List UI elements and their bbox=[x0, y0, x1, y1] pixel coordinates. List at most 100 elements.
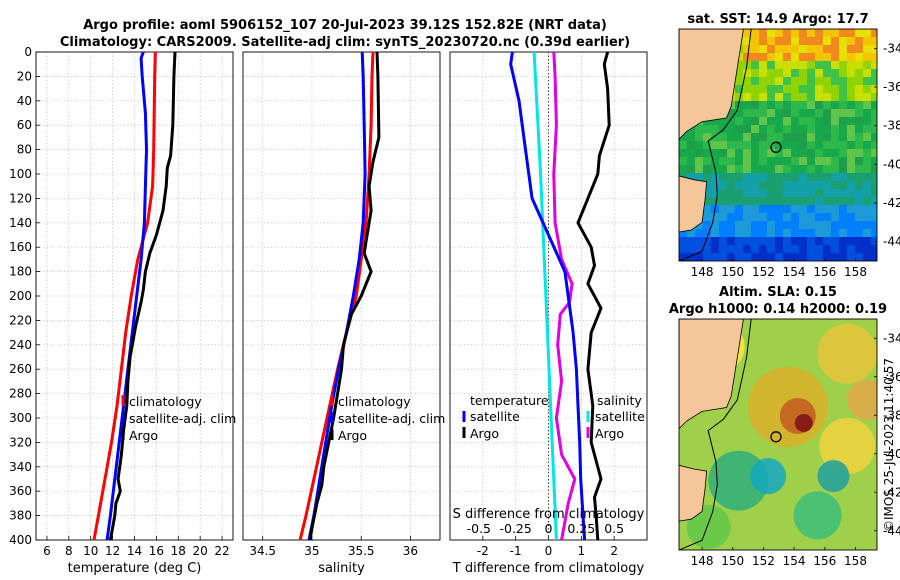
sst-map: -34 -36 -38 -40 -42 -44 148 150 152 154 156 158 bbox=[678, 28, 900, 279]
x-tick-label: 18 bbox=[171, 544, 186, 558]
lon-tick-label: 148 bbox=[691, 265, 714, 279]
s-series-argo bbox=[552, 51, 577, 541]
lon-tick-label: 158 bbox=[844, 265, 867, 279]
lon-tick-label: 150 bbox=[721, 554, 744, 568]
y-tick-label: 320 bbox=[9, 435, 32, 449]
x-tick-label: 0 bbox=[545, 544, 553, 558]
lat-tick-label: -42 bbox=[883, 485, 900, 499]
y-tick-label: 80 bbox=[17, 143, 32, 157]
y-tick-label: 0 bbox=[24, 45, 32, 59]
australia-mainland bbox=[679, 319, 744, 430]
legend-label: climatology bbox=[338, 394, 411, 409]
y-tick-label: 200 bbox=[9, 289, 32, 303]
panel-temperature: 6 8 10 12 14 16 18 20 22020406080100120140160180… bbox=[9, 45, 236, 576]
x-tick-label: 20 bbox=[193, 544, 208, 558]
y-tick-label: 360 bbox=[9, 484, 32, 498]
lon-tick-label: 154 bbox=[783, 265, 806, 279]
legend-label: satellite-adj. clim bbox=[129, 411, 236, 426]
australia-mainland bbox=[679, 29, 744, 140]
title-line-2: Climatology: CARS2009. Satellite-adj cli… bbox=[60, 35, 630, 50]
lat-tick-label: -38 bbox=[883, 408, 900, 422]
lon-tick-label: 152 bbox=[752, 265, 775, 279]
y-tick-label: 260 bbox=[9, 362, 32, 376]
y-tick-label: 400 bbox=[9, 533, 32, 547]
y-tick-label: 240 bbox=[9, 338, 32, 352]
map-frame bbox=[678, 28, 878, 262]
tasmania bbox=[679, 464, 708, 522]
y-tick-label: 100 bbox=[9, 167, 32, 181]
legend-label: Argo bbox=[470, 426, 499, 441]
map-frame bbox=[678, 318, 878, 551]
map-field bbox=[679, 29, 877, 261]
x-tick-label: -1 bbox=[510, 544, 522, 558]
lon-tick-label: 158 bbox=[844, 554, 867, 568]
panel-salinity: 34.5 35 35.5 36 salinity climatology satellite… bbox=[242, 51, 445, 576]
axes-frame bbox=[242, 51, 441, 541]
sla-anomaly bbox=[794, 413, 813, 432]
lat-tick-label: -36 bbox=[883, 370, 900, 384]
argo-position-marker bbox=[770, 431, 782, 443]
x-tick-label: 34.5 bbox=[249, 544, 276, 558]
legend-title-temperature: temperature bbox=[470, 393, 549, 408]
x2-tick-label: 0 bbox=[545, 521, 553, 536]
y-tick-label: 140 bbox=[9, 216, 32, 230]
x2-tick-label: 0.5 bbox=[604, 521, 624, 536]
y-tick-label: 340 bbox=[9, 460, 32, 474]
lon-tick-label: 148 bbox=[691, 554, 714, 568]
legend-label: Argo bbox=[129, 428, 158, 443]
lat-tick-label: -36 bbox=[883, 80, 900, 94]
legend-label: satellite bbox=[470, 409, 520, 424]
lon-tick-label: 150 bbox=[721, 265, 744, 279]
t-series-satellite bbox=[509, 51, 587, 541]
sla-anomaly bbox=[817, 323, 877, 384]
shelf-contour bbox=[679, 319, 752, 550]
y-tick-label: 120 bbox=[9, 191, 32, 205]
x-tick-label: 6 bbox=[43, 544, 51, 558]
y-tick-label: 300 bbox=[9, 411, 32, 425]
series-satellite-adj-clim bbox=[105, 51, 148, 541]
shelf-contour bbox=[679, 29, 752, 261]
lat-tick-label: -40 bbox=[883, 157, 900, 171]
x-tick-label: 1 bbox=[578, 544, 586, 558]
t-series-argo bbox=[576, 51, 611, 541]
x2-tick-label: -0.25 bbox=[499, 521, 531, 536]
x2-axis-label: S difference from climatology bbox=[453, 507, 645, 522]
y-tick-label: 380 bbox=[9, 509, 32, 523]
sla-map-title-1: Altim. SLA: 0.15 bbox=[719, 285, 837, 300]
sla-map: -34 -36 -38 -40 -42 -44 148 150 152 154 156 158 bbox=[678, 318, 900, 568]
series-argo bbox=[308, 51, 381, 541]
series-argo bbox=[108, 51, 177, 541]
series-climatology bbox=[92, 51, 157, 541]
argo-position-marker bbox=[770, 141, 782, 153]
x-tick-label: 14 bbox=[127, 544, 142, 558]
sla-anomaly bbox=[817, 460, 850, 493]
y-tick-label: 160 bbox=[9, 240, 32, 254]
x2-tick-label: 0.25 bbox=[567, 521, 595, 536]
lat-tick-label: -44 bbox=[883, 524, 900, 538]
series-satellite-adj-clim bbox=[307, 51, 367, 541]
tasmania bbox=[679, 175, 708, 233]
map-field bbox=[679, 319, 877, 550]
lat-tick-label: -38 bbox=[883, 119, 900, 133]
x-tick-label: 35.5 bbox=[348, 544, 375, 558]
lat-tick-label: -44 bbox=[883, 235, 900, 249]
panel-differences: -2 -1 0 1 2 T difference from climatology S di… bbox=[449, 51, 648, 576]
sla-map-title-2: Argo h1000: 0.14 h2000: 0.19 bbox=[669, 302, 887, 317]
y-tick-label: 280 bbox=[9, 387, 32, 401]
x-tick-label: 35 bbox=[304, 544, 319, 558]
lon-tick-label: 152 bbox=[752, 554, 775, 568]
sla-anomaly bbox=[793, 491, 842, 540]
y-tick-label: 20 bbox=[17, 69, 32, 83]
sla-anomaly bbox=[819, 418, 876, 475]
x-tick-label: 8 bbox=[65, 544, 73, 558]
legend-title-salinity: salinity bbox=[597, 393, 642, 408]
x-axis-label: T difference from climatology bbox=[452, 561, 645, 576]
x2-tick-label: -0.5 bbox=[467, 521, 491, 536]
x-tick-label: 16 bbox=[149, 544, 164, 558]
legend-label: satellite-adj. clim bbox=[338, 411, 445, 426]
lon-tick-label: 154 bbox=[783, 554, 806, 568]
x-tick-label: 22 bbox=[214, 544, 229, 558]
sla-anomaly bbox=[847, 379, 877, 420]
s-series-satellite bbox=[532, 51, 558, 541]
